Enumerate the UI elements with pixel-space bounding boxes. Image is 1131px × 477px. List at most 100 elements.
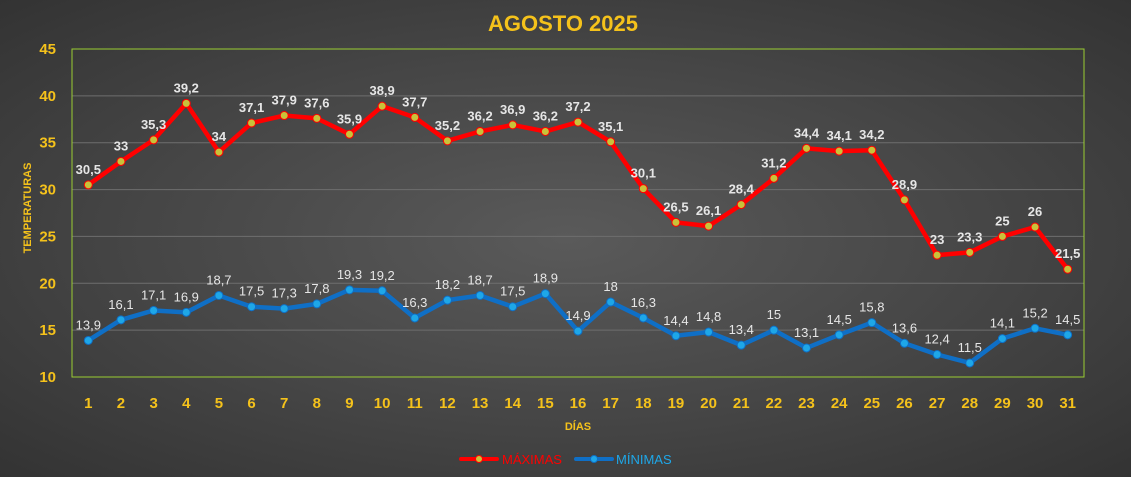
data-label: 34,1 [827, 128, 852, 143]
y-axis-label: TEMPERATURAS [22, 163, 34, 254]
data-label: 37,6 [304, 95, 329, 110]
data-label: 14,4 [663, 313, 688, 328]
data-point [312, 299, 322, 309]
data-point [214, 290, 224, 300]
x-tick-label: 28 [961, 395, 978, 412]
data-point [671, 331, 681, 341]
data-point [573, 117, 583, 127]
x-tick-label: 3 [149, 395, 157, 412]
data-label: 33 [114, 138, 128, 153]
data-point [802, 143, 812, 153]
data-label: 13,9 [76, 317, 101, 332]
data-label: 15,8 [859, 300, 884, 315]
data-label: 18 [603, 279, 617, 294]
data-point [410, 313, 420, 323]
data-label: 18,7 [206, 272, 231, 287]
x-tick-label: 13 [472, 395, 489, 412]
data-label: 36,2 [467, 108, 492, 123]
data-label: 36,2 [533, 108, 558, 123]
data-label: 30,5 [76, 162, 101, 177]
x-tick-label: 1 [84, 395, 92, 412]
x-tick-label: 24 [831, 395, 848, 412]
data-label: 31,2 [761, 155, 786, 170]
legend-label-min: MÍNIMAS [616, 452, 672, 467]
y-tick-label: 35 [39, 135, 56, 152]
data-label: 14,9 [565, 308, 590, 323]
y-tick-label: 30 [39, 182, 56, 199]
data-label: 17,5 [500, 284, 525, 299]
data-point [834, 330, 844, 340]
x-tick-label: 8 [313, 395, 321, 412]
data-point [769, 173, 779, 183]
series-group: 30,5 33 35,3 39,2 34 37,1 37,9 37,6 35,9 38,9 37,7… [76, 80, 1080, 368]
x-tick-label: 22 [766, 395, 783, 412]
x-tick-label: 7 [280, 395, 288, 412]
data-label: 14,8 [696, 309, 721, 324]
data-point [540, 126, 550, 136]
legend-label-max: MÁXIMAS [502, 452, 562, 467]
data-point [606, 297, 616, 307]
data-label: 35,1 [598, 119, 623, 134]
x-tick-label: 5 [215, 395, 223, 412]
data-label: 37,9 [272, 93, 297, 108]
x-tick-label: 17 [602, 395, 619, 412]
data-label: 36,9 [500, 102, 525, 117]
data-point [279, 111, 289, 121]
x-tick-label: 20 [700, 395, 717, 412]
y-tick-label: 45 [39, 41, 56, 58]
data-label: 18,7 [467, 272, 492, 287]
data-label: 23 [930, 232, 944, 247]
data-point [899, 195, 909, 205]
plot-area-border [71, 48, 1085, 378]
chart-title: AGOSTO 2025 [488, 11, 638, 36]
x-tick-label: 2 [117, 395, 125, 412]
data-point [834, 146, 844, 156]
x-tick-label: 31 [1059, 395, 1076, 412]
data-point [1063, 264, 1073, 274]
data-label: 18,2 [435, 277, 460, 292]
data-point [965, 358, 975, 368]
data-label: 13,1 [794, 325, 819, 340]
x-axis-label: DÍAS [565, 420, 591, 433]
data-label: 21,5 [1055, 246, 1080, 261]
x-tick-label: 25 [863, 395, 880, 412]
data-point [997, 231, 1007, 241]
data-point [638, 313, 648, 323]
x-tick-label: 30 [1027, 395, 1044, 412]
data-point [932, 350, 942, 360]
data-point [540, 289, 550, 299]
data-label: 35,3 [141, 117, 166, 132]
x-tick-label: 10 [374, 395, 391, 412]
series-line [86, 287, 1070, 366]
data-point [671, 217, 681, 227]
data-label: 39,2 [174, 80, 199, 95]
data-label: 37,7 [402, 94, 427, 109]
data-point [214, 147, 224, 157]
data-label: 25 [995, 213, 1009, 228]
data-label: 14,5 [1055, 312, 1080, 327]
x-tick-label: 9 [345, 395, 353, 412]
y-tick-label: 25 [39, 228, 56, 245]
data-point [965, 247, 975, 257]
data-label: 15 [767, 307, 781, 322]
legend-marker-min [590, 455, 598, 463]
data-point [573, 326, 583, 336]
data-point [181, 98, 191, 108]
x-tick-label: 23 [798, 395, 815, 412]
data-point [899, 338, 909, 348]
data-label: 28,4 [729, 182, 755, 197]
series-min: 13,9 16,1 17,1 16,9 18,7 17,5 17,3 17,8 19,3 19,2… [76, 267, 1080, 368]
data-point [508, 120, 518, 130]
data-point [475, 126, 485, 136]
data-label: 16,9 [174, 289, 199, 304]
data-point [442, 136, 452, 146]
data-point [83, 180, 93, 190]
data-label: 18,9 [533, 271, 558, 286]
y-tick-label: 20 [39, 275, 56, 292]
data-point [149, 135, 159, 145]
x-tick-label: 27 [929, 395, 946, 412]
data-label: 16,3 [631, 295, 656, 310]
x-tick-label: 6 [247, 395, 255, 412]
data-label: 17,3 [272, 286, 297, 301]
